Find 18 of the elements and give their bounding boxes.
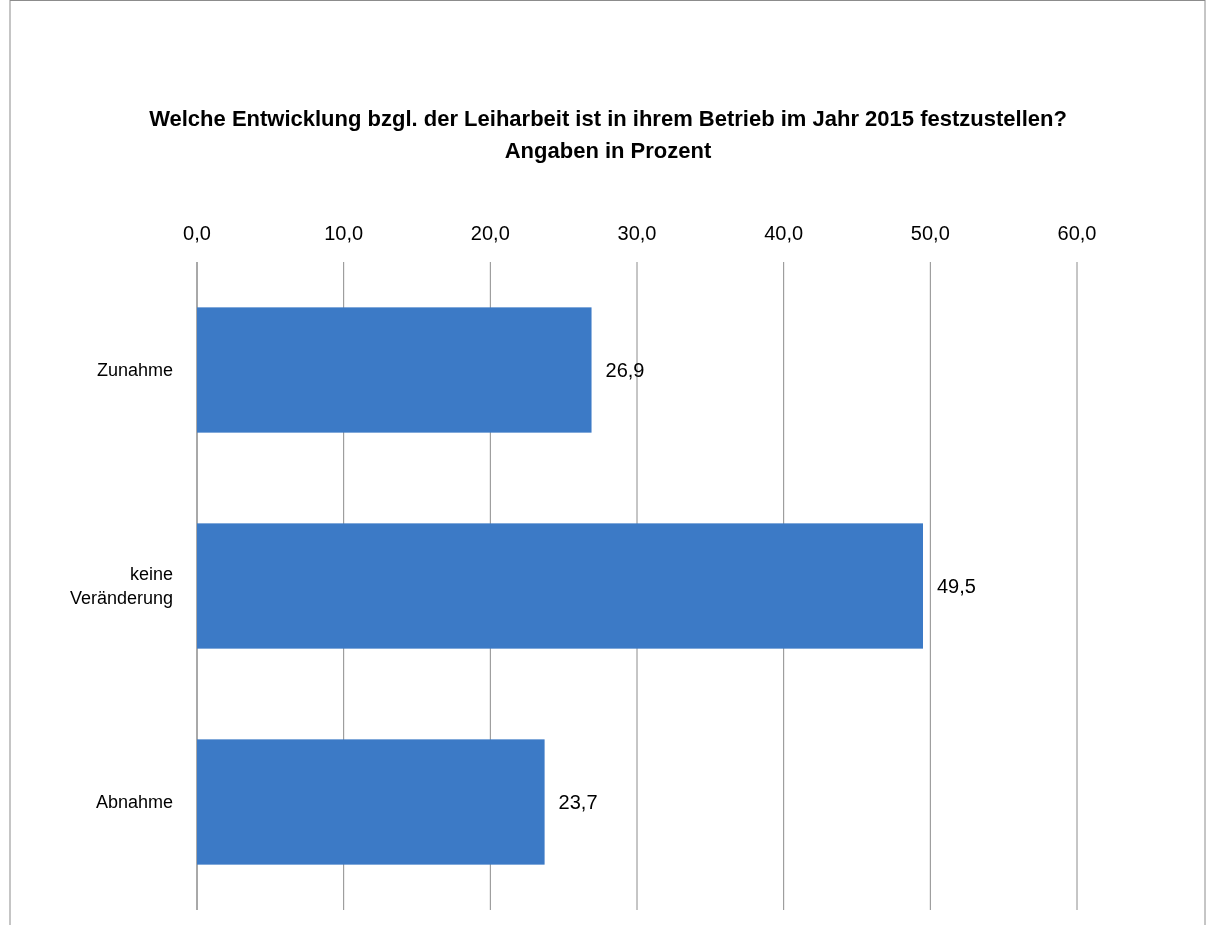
x-tick-label: 40,0 [764, 222, 804, 244]
x-tick-label: 20,0 [470, 222, 510, 244]
bar [197, 739, 545, 865]
y-tick-label: Abnahme [95, 792, 173, 812]
data-label: 26,9 [605, 359, 645, 381]
y-tick-label: Zunahme [96, 360, 173, 380]
x-tick-label: 50,0 [910, 222, 950, 244]
y-tick-label: keine Veränderung [69, 564, 173, 608]
chart-title: Welche Entwicklung bzgl. der Leiharbeit ist in ihrem Betrieb im Jahr 2015 festzustellen? [149, 106, 1067, 131]
bar [197, 307, 592, 433]
x-tick-label: 30,0 [617, 222, 657, 244]
bar [197, 523, 923, 649]
x-tick-label: 10,0 [324, 222, 364, 244]
chart-subtitle: Angaben in Prozent [504, 138, 712, 163]
x-tick-label: 0,0 [183, 222, 211, 244]
data-label: 23,7 [558, 791, 598, 813]
data-label: 49,5 [937, 575, 976, 597]
x-tick-label: 60,0 [1057, 222, 1097, 244]
